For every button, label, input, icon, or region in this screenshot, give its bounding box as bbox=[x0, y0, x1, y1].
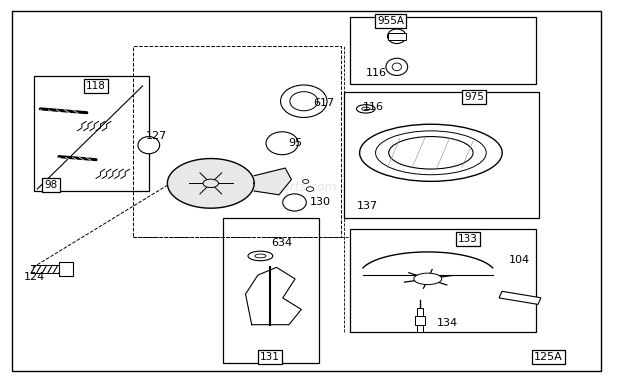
Text: 104: 104 bbox=[508, 255, 529, 265]
Bar bbox=[417, 308, 423, 332]
Ellipse shape bbox=[203, 179, 219, 188]
Ellipse shape bbox=[138, 136, 159, 154]
Text: 95: 95 bbox=[288, 138, 303, 148]
Bar bbox=[34, 76, 149, 191]
Ellipse shape bbox=[255, 254, 266, 258]
Text: 955A: 955A bbox=[377, 16, 404, 26]
Bar bbox=[499, 291, 541, 304]
Text: 124: 124 bbox=[24, 272, 45, 282]
Bar bbox=[350, 17, 536, 84]
Ellipse shape bbox=[306, 187, 314, 191]
Text: 116: 116 bbox=[366, 68, 387, 78]
Ellipse shape bbox=[414, 273, 441, 285]
Bar bbox=[59, 262, 73, 276]
Text: 634: 634 bbox=[271, 238, 292, 248]
Text: 134: 134 bbox=[437, 318, 458, 328]
Text: 118: 118 bbox=[86, 81, 106, 91]
Text: 133: 133 bbox=[458, 234, 478, 244]
Ellipse shape bbox=[376, 131, 486, 175]
Text: 130: 130 bbox=[310, 197, 331, 207]
Ellipse shape bbox=[248, 251, 273, 261]
Ellipse shape bbox=[290, 92, 317, 111]
Text: 127: 127 bbox=[146, 131, 167, 141]
Text: 975: 975 bbox=[464, 92, 484, 102]
Ellipse shape bbox=[386, 58, 408, 76]
Ellipse shape bbox=[360, 124, 502, 181]
Ellipse shape bbox=[266, 132, 298, 155]
Ellipse shape bbox=[356, 105, 375, 113]
Ellipse shape bbox=[362, 107, 370, 111]
Bar bbox=[344, 92, 539, 218]
Ellipse shape bbox=[280, 85, 327, 118]
Polygon shape bbox=[254, 168, 291, 195]
Text: 98: 98 bbox=[44, 180, 58, 190]
Ellipse shape bbox=[388, 29, 406, 44]
Text: 131: 131 bbox=[260, 352, 280, 362]
Text: eReplacementParts.com: eReplacementParts.com bbox=[184, 181, 337, 194]
Ellipse shape bbox=[283, 194, 306, 211]
Text: 137: 137 bbox=[356, 201, 378, 211]
Bar bbox=[415, 316, 425, 325]
Ellipse shape bbox=[392, 63, 402, 71]
Bar bbox=[350, 229, 536, 332]
Bar bbox=[388, 33, 406, 40]
Text: 617: 617 bbox=[313, 98, 334, 108]
Ellipse shape bbox=[389, 136, 473, 169]
Text: 125A: 125A bbox=[534, 352, 563, 362]
Bar bbox=[133, 46, 341, 237]
Polygon shape bbox=[167, 159, 254, 208]
Ellipse shape bbox=[303, 180, 309, 183]
Bar bbox=[223, 218, 319, 363]
Text: 116: 116 bbox=[363, 102, 384, 112]
